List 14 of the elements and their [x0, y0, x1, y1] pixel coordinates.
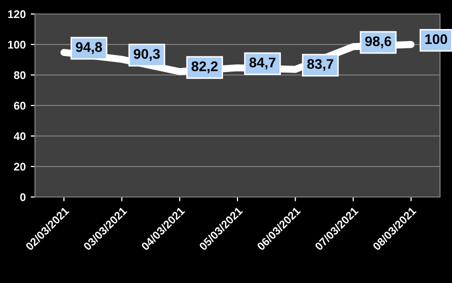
- y-tick-label: 0: [20, 193, 26, 202]
- y-tick-label: 120: [8, 10, 26, 18]
- data-label: 83,7: [307, 59, 334, 71]
- y-tick-label: 40: [14, 132, 26, 140]
- data-label: 82,2: [192, 61, 218, 74]
- y-tick-label: 100: [8, 40, 26, 49]
- data-label: 100: [425, 34, 448, 44]
- y-tick-label: 60: [14, 102, 26, 110]
- y-tick-label: 80: [14, 71, 26, 80]
- data-label: 98,6: [365, 36, 392, 48]
- y-tick-label: 20: [14, 162, 26, 171]
- data-label: 90,3: [134, 49, 160, 61]
- data-label: 94,8: [76, 42, 102, 54]
- data-label: 84,7: [249, 58, 276, 70]
